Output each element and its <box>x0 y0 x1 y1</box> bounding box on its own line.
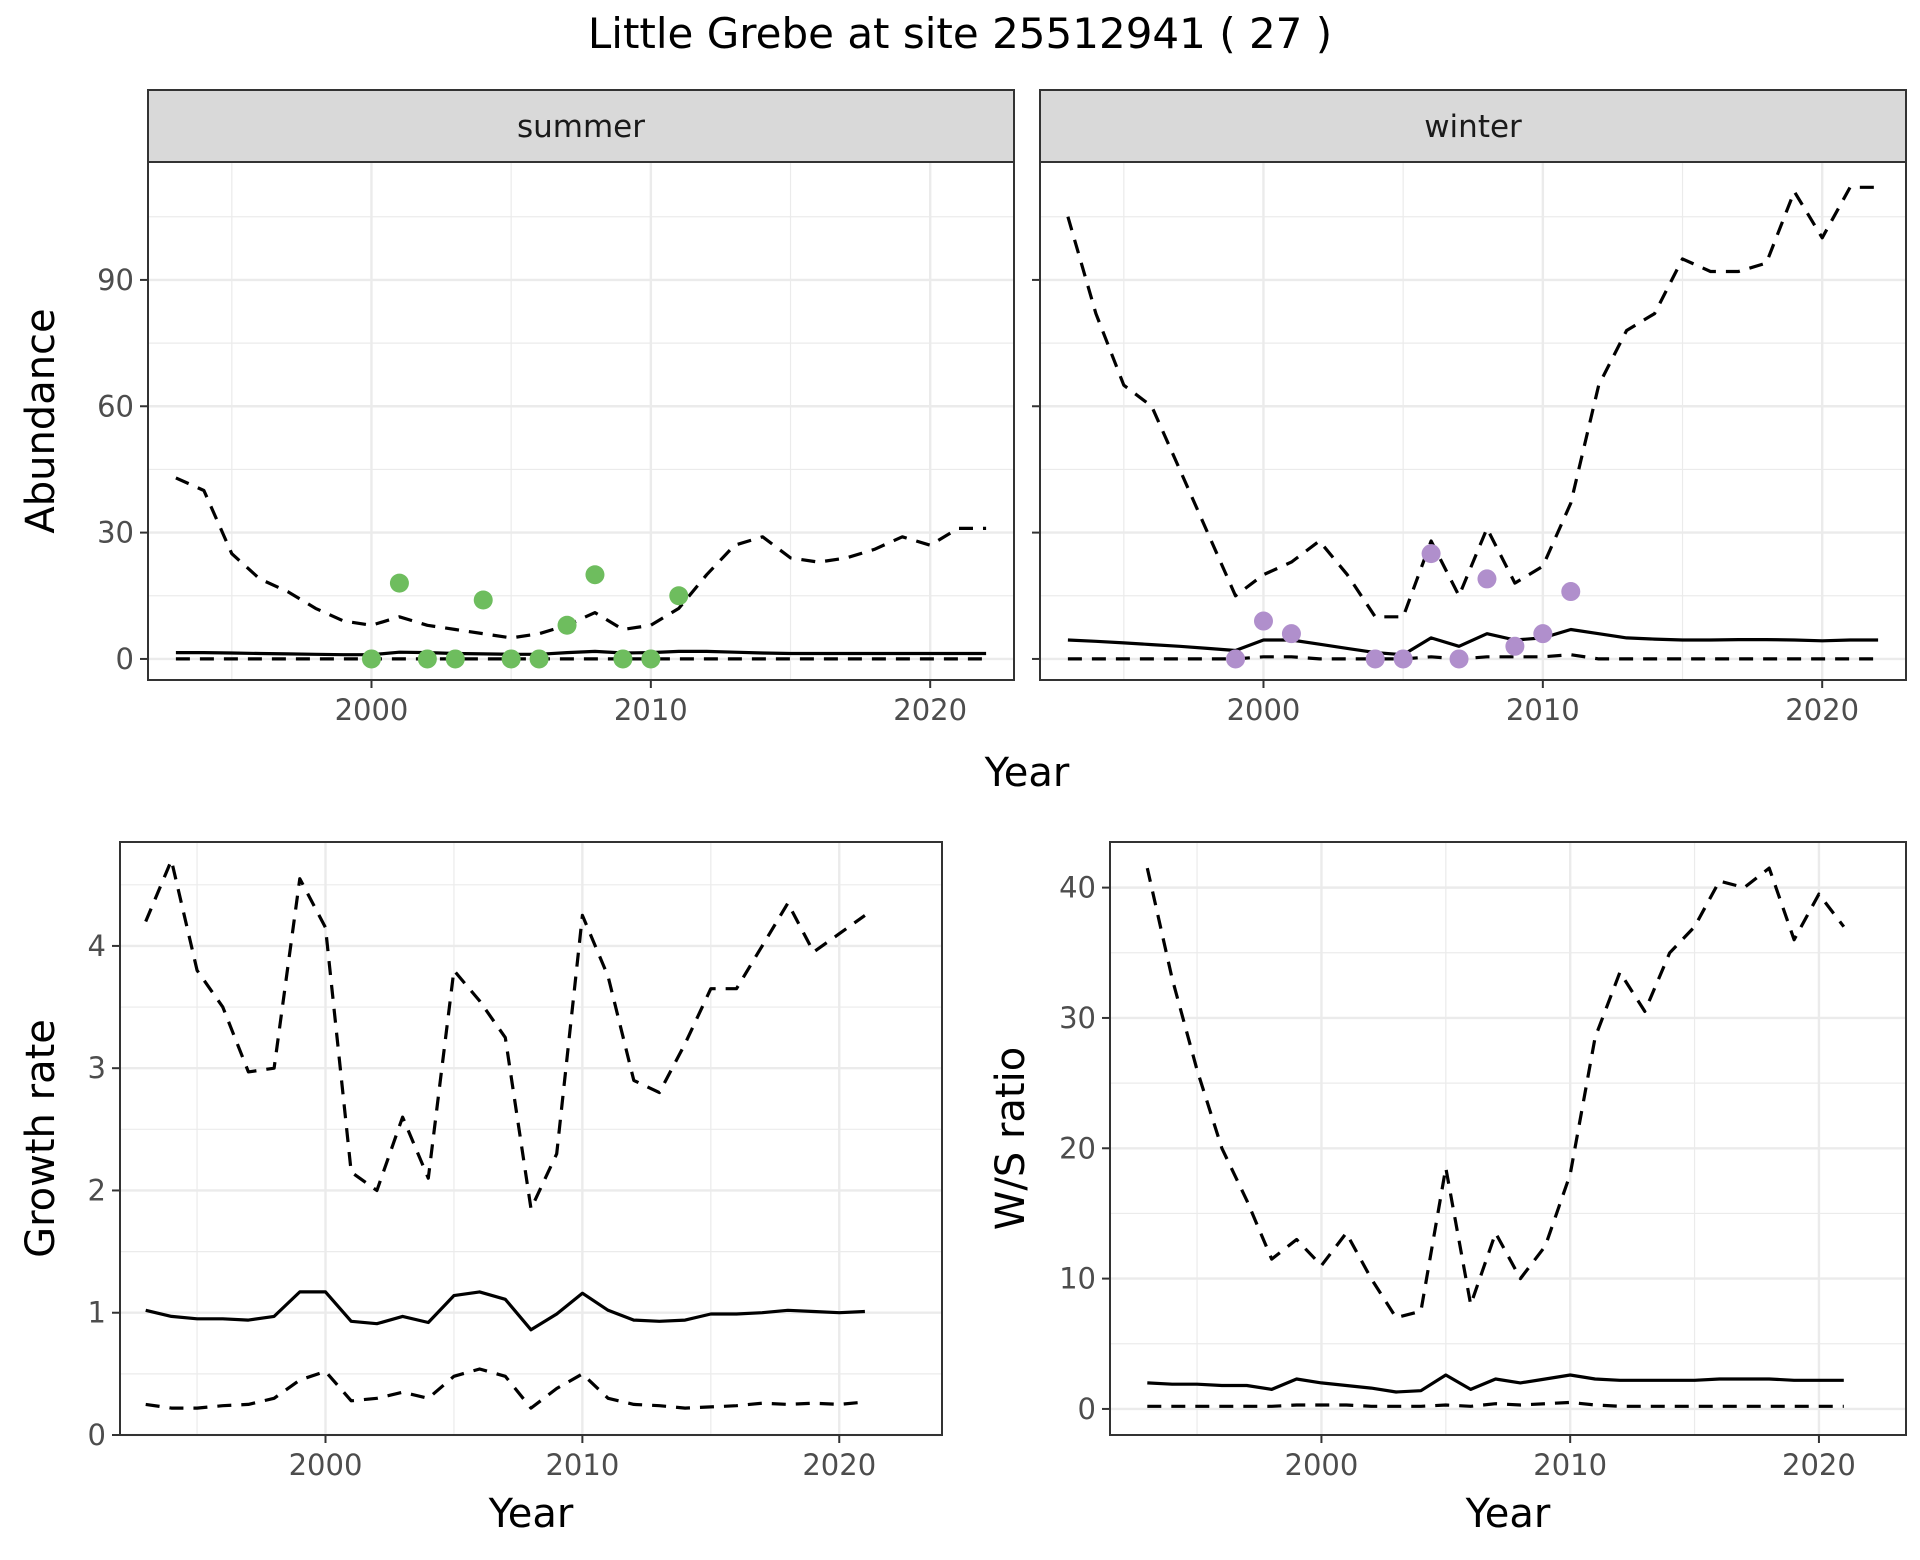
y-tick-label: 10 <box>1059 1262 1096 1296</box>
series-line-estimate <box>1067 627 1879 657</box>
series-line-estimate <box>145 1290 865 1332</box>
series-line-upper-bound <box>144 858 866 1211</box>
chart-title: Little Grebe at site 25512941 ( 27 ) <box>588 9 1332 58</box>
y-tick-label: 30 <box>97 516 134 550</box>
series-line-estimate <box>1147 1373 1844 1394</box>
series-line-lower-bound <box>145 1367 866 1410</box>
x-tick-label: 2000 <box>335 693 409 727</box>
panel-growth: 2000 2010 2020 0 1 2 3 4 Growth rate Year <box>18 841 943 1537</box>
x-tick-label: 2020 <box>802 1448 876 1482</box>
y-tick-label: 1 <box>88 1296 106 1330</box>
data-point <box>1561 582 1581 602</box>
x-axis-title: Year <box>1465 1491 1551 1537</box>
series-line-estimate <box>175 649 987 657</box>
x-tick-label: 2020 <box>1785 693 1859 727</box>
data-point <box>389 573 409 593</box>
x-tick-label: 2000 <box>1227 693 1301 727</box>
y-axis-title: Abundance <box>18 308 64 533</box>
panel-border <box>147 161 1015 681</box>
facet-strip-label: summer <box>517 109 645 145</box>
y-tick-label: 40 <box>1059 871 1096 905</box>
y-tick-label: 0 <box>116 642 134 676</box>
x-tick-label: 2020 <box>1782 1448 1856 1482</box>
data-point <box>1449 649 1469 669</box>
series-line-lower-bound <box>1147 1400 1844 1408</box>
data-point <box>1477 569 1497 589</box>
data-point <box>361 649 381 669</box>
panel-ratio: 2000 2010 2020 0 10 20 30 40 W/S ratio Year <box>988 841 1907 1537</box>
data-point <box>445 649 465 669</box>
y-tick-label: 4 <box>88 929 106 963</box>
data-point <box>1421 544 1441 564</box>
facet-strip <box>147 89 1015 163</box>
x-tick-label: 2010 <box>614 693 688 727</box>
series-line-upper-bound <box>1066 185 1879 619</box>
data-point <box>669 586 689 606</box>
y-tick-label: 0 <box>88 1418 106 1452</box>
data-point <box>1281 624 1301 644</box>
y-tick-label: 3 <box>88 1051 106 1085</box>
x-tick-label: 2020 <box>893 693 967 727</box>
data-point <box>529 649 549 669</box>
y-tick-label: 0 <box>1078 1392 1096 1426</box>
x-tick-label: 2010 <box>1533 1448 1607 1482</box>
y-axis-title: W/S ratio <box>988 1047 1034 1230</box>
panel-summer: summer 2000 2010 2020 0 30 60 90 Abundance <box>18 89 1015 727</box>
data-point <box>501 649 521 669</box>
data-point <box>1365 649 1385 669</box>
x-tick-label: 2000 <box>289 1448 363 1482</box>
data-point <box>1393 649 1413 669</box>
y-tick-label: 2 <box>88 1173 106 1207</box>
data-point <box>473 590 493 610</box>
y-tick-label: 30 <box>1059 1001 1096 1035</box>
facet-strip <box>1039 89 1907 163</box>
x-tick-label: 2000 <box>1285 1448 1359 1482</box>
panel-winter: winter 2000 2010 2020 <box>1032 89 1907 727</box>
top-row-x-axis-title: Year <box>984 750 1070 796</box>
series-line-upper-bound <box>1145 866 1846 1320</box>
data-point <box>417 649 437 669</box>
x-tick-label: 2010 <box>1506 693 1580 727</box>
data-point <box>613 649 633 669</box>
y-tick-label: 20 <box>1059 1131 1096 1165</box>
series-line-lower-bound <box>1067 653 1879 661</box>
y-tick-label: 90 <box>97 263 134 297</box>
panel-border <box>1039 161 1907 681</box>
panel-border <box>1109 841 1907 1436</box>
data-point <box>585 565 605 585</box>
x-axis-title: Year <box>488 1491 574 1537</box>
facet-strip-label: winter <box>1424 109 1522 145</box>
panel-border <box>119 841 943 1436</box>
data-point <box>557 615 577 635</box>
data-point <box>641 649 661 669</box>
data-point <box>1253 611 1273 631</box>
y-axis-title: Growth rate <box>18 1019 64 1258</box>
series-line-upper-bound <box>175 476 987 640</box>
data-point <box>1505 636 1525 656</box>
data-point <box>1226 649 1246 669</box>
y-tick-label: 60 <box>97 389 134 423</box>
x-tick-label: 2010 <box>545 1448 619 1482</box>
data-point <box>1533 624 1553 644</box>
